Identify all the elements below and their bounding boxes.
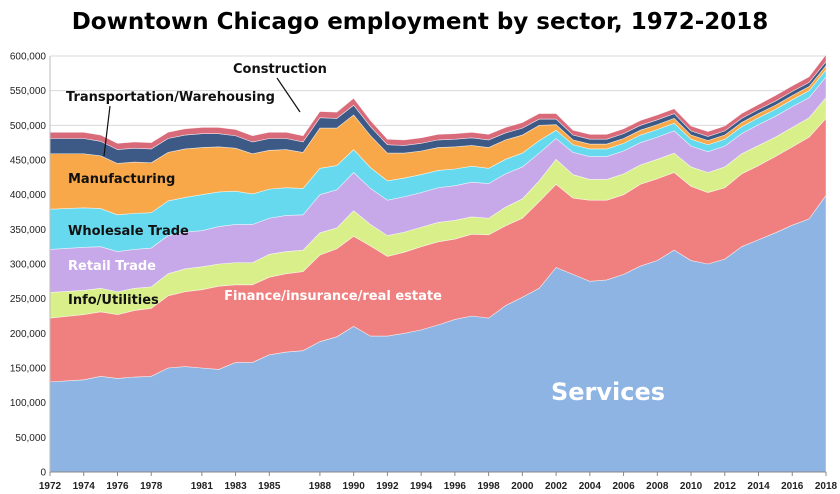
y-tick-label: 150,000 — [10, 364, 47, 375]
x-tick-label: 2018 — [815, 481, 838, 492]
axes: 0 50,000 100,000 150,000 200,000 250,000 300,0… — [10, 52, 838, 493]
series-label-construction: Construction — [233, 62, 327, 77]
x-tick-label: 1981 — [191, 481, 214, 492]
y-tick-label: 400,000 — [10, 190, 47, 201]
area-construction — [49, 53, 827, 150]
x-tick-label: 1998 — [477, 481, 500, 492]
x-tick-label: 2008 — [646, 481, 669, 492]
x-tick-label: 1972 — [39, 481, 62, 492]
x-tick-label: 1988 — [309, 481, 332, 492]
series-label-transportation-warehousing: Transportation/Warehousing — [66, 90, 275, 105]
series-label-retail-trade: Retail Trade — [68, 259, 156, 274]
area-series-group — [49, 53, 827, 473]
y-tick-label: 250,000 — [10, 294, 47, 305]
x-tick-label: 1990 — [343, 481, 366, 492]
x-tick-label: 2000 — [511, 481, 534, 492]
x-tick-label: 1974 — [73, 481, 96, 492]
leader-line-transportation — [103, 105, 111, 157]
y-tick-label: 300,000 — [10, 260, 47, 271]
leader-line-construction — [276, 77, 301, 113]
y-tick-label: 200,000 — [10, 329, 47, 340]
x-tick-label: 1992 — [376, 481, 399, 492]
series-labels: Services Finance/insurance/real estate Inf… — [66, 62, 665, 406]
x-tick-label: 1996 — [444, 481, 467, 492]
series-label-services: Services — [551, 378, 665, 406]
series-label-finance-insurance-real-estate: Finance/insurance/real estate — [224, 289, 442, 304]
x-tick-label: 2012 — [714, 481, 737, 492]
x-tick-label: 2016 — [781, 481, 804, 492]
y-tick-label: 50,000 — [15, 433, 46, 444]
series-label-manufacturing: Manufacturing — [68, 172, 175, 187]
x-tick-label: 2010 — [680, 481, 703, 492]
x-tick-label: 1985 — [258, 481, 281, 492]
chart-title: Downtown Chicago employment by sector, 1… — [72, 9, 769, 35]
x-tick-label: 1983 — [224, 481, 247, 492]
x-tick-label: 2004 — [579, 481, 602, 492]
x-tick-label: 2002 — [545, 481, 568, 492]
x-tick-label: 1976 — [106, 481, 129, 492]
y-tick-label: 0 — [40, 468, 46, 479]
x-tick-label: 1994 — [410, 481, 433, 492]
y-tick-label: 100,000 — [10, 398, 47, 409]
x-tick-label: 1978 — [140, 481, 163, 492]
y-tick-label: 450,000 — [10, 156, 47, 167]
series-label-wholesale-trade: Wholesale Trade — [68, 224, 189, 239]
y-tick-label: 500,000 — [10, 121, 47, 132]
y-tick-label: 550,000 — [10, 86, 47, 97]
x-tick-label: 2006 — [612, 481, 635, 492]
y-tick-label: 600,000 — [10, 52, 47, 63]
series-label-info-utilities: Info/Utilities — [68, 293, 159, 308]
x-tick-label: 2014 — [747, 481, 770, 492]
y-tick-label: 350,000 — [10, 225, 47, 236]
